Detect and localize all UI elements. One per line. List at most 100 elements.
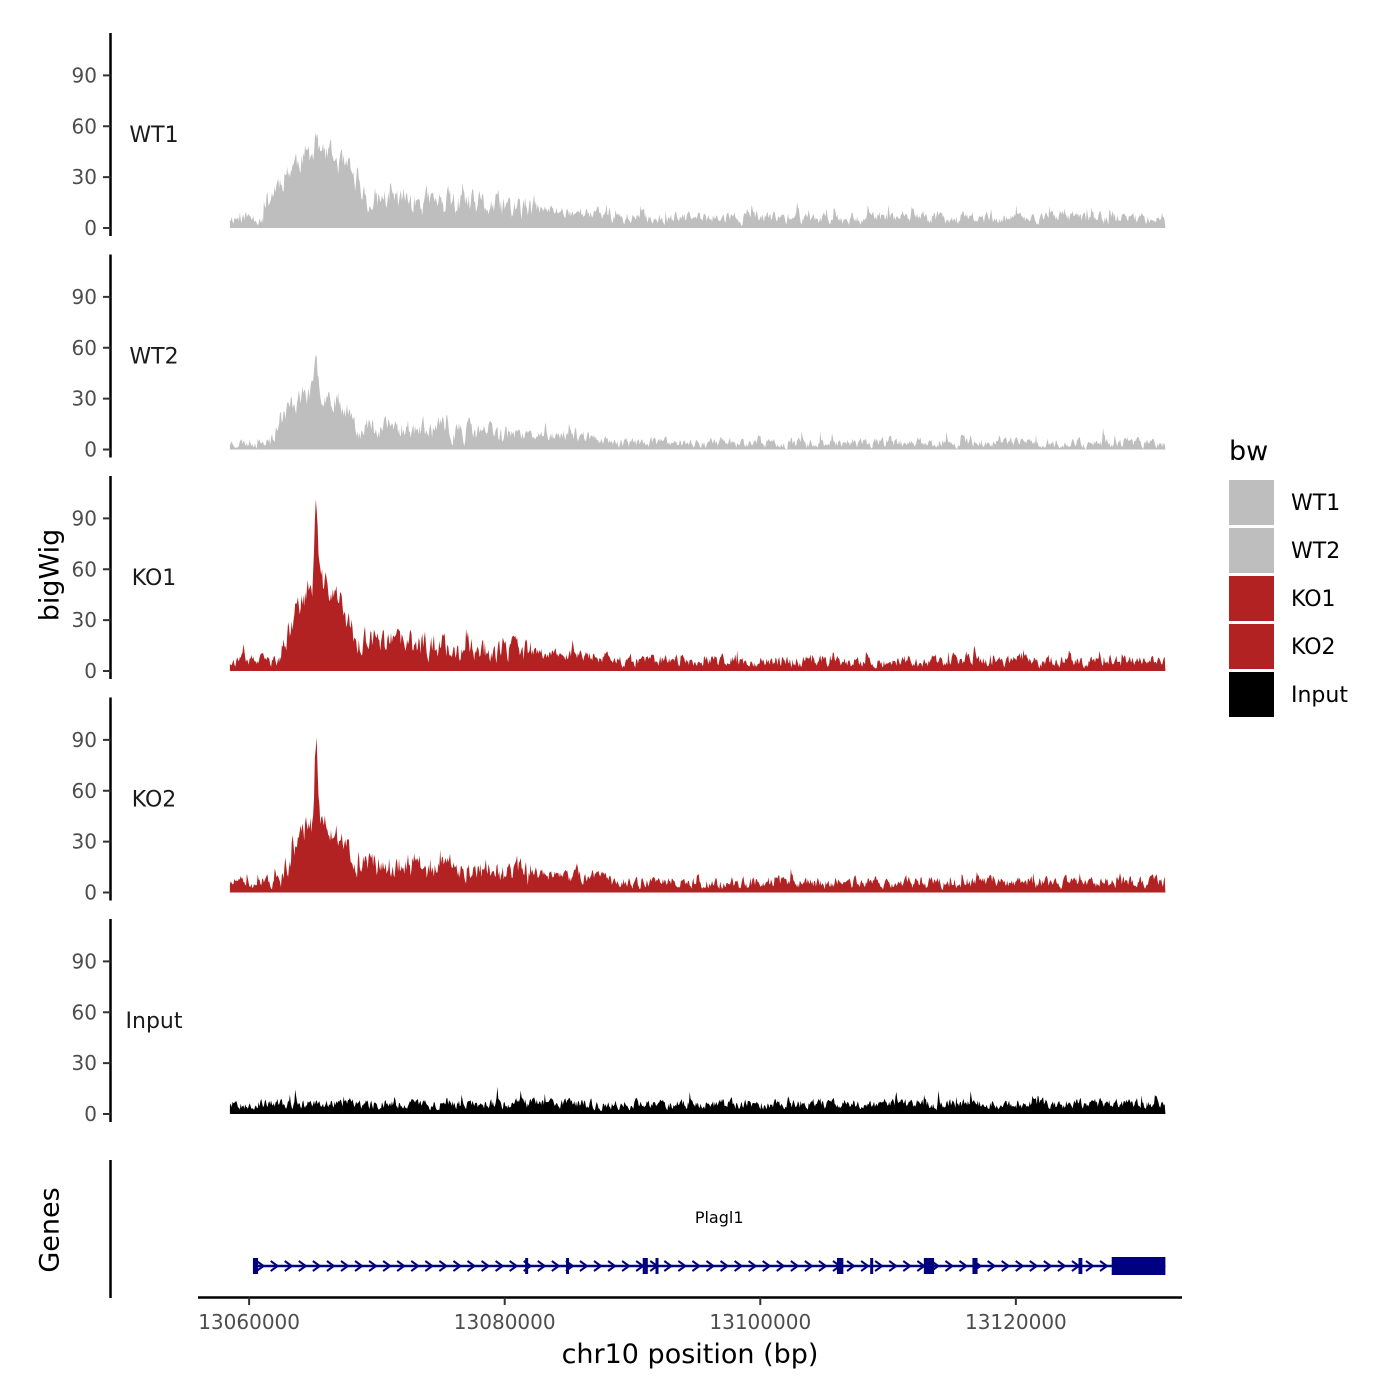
gene-name-label: Plagl1 bbox=[695, 1208, 744, 1227]
y-tick-label: 0 bbox=[84, 881, 97, 905]
strand-arrow bbox=[677, 1260, 688, 1272]
gene-exon bbox=[655, 1258, 659, 1274]
x-tick-label: 13060000 bbox=[198, 1310, 300, 1334]
x-tick-label: 13080000 bbox=[454, 1310, 556, 1334]
gene-exon bbox=[1078, 1258, 1083, 1274]
strand-arrow bbox=[958, 1260, 969, 1272]
strand-arrow bbox=[368, 1260, 378, 1272]
strand-arrow bbox=[663, 1260, 673, 1272]
signal-area-ko1 bbox=[229, 499, 1166, 671]
strand-arrow bbox=[466, 1260, 477, 1272]
legend-swatch-ko2 bbox=[1229, 624, 1274, 669]
signal-area-ko2 bbox=[229, 737, 1166, 893]
x-tick-label: 13120000 bbox=[965, 1310, 1067, 1334]
strand-arrow bbox=[860, 1260, 870, 1272]
x-axis-title: chr10 position (bp) bbox=[562, 1339, 819, 1370]
y-tick-label: 60 bbox=[72, 336, 97, 360]
signal-area-input bbox=[229, 1086, 1166, 1114]
legend-title: bw bbox=[1229, 436, 1268, 467]
y-tick-label: 30 bbox=[72, 387, 97, 411]
y-tick-label: 60 bbox=[72, 779, 97, 803]
strand-arrow bbox=[719, 1260, 730, 1272]
y-tick-label: 90 bbox=[72, 285, 97, 309]
strand-arrow bbox=[1029, 1260, 1039, 1272]
legend-label-wt2: WT2 bbox=[1291, 539, 1340, 564]
strand-arrow bbox=[1085, 1260, 1095, 1272]
strand-arrow bbox=[480, 1260, 491, 1272]
track-label: WT2 bbox=[129, 345, 178, 370]
genes-axis-title: Genes bbox=[35, 1187, 66, 1272]
strand-arrow bbox=[438, 1260, 449, 1272]
strand-arrow bbox=[987, 1260, 997, 1272]
y-tick-label: 30 bbox=[72, 830, 97, 854]
y-tick-label: 90 bbox=[72, 728, 97, 752]
legend-label-wt1: WT1 bbox=[1291, 491, 1340, 516]
strand-arrow bbox=[1043, 1260, 1053, 1272]
gene-exon bbox=[1111, 1257, 1166, 1275]
gene-exon bbox=[923, 1258, 935, 1274]
track-wt2: 0 30 60 90 WT2 bbox=[72, 254, 1166, 462]
legend-swatch-input bbox=[1229, 672, 1274, 717]
legend-label-ko2: KO2 bbox=[1291, 635, 1336, 660]
strand-arrow bbox=[537, 1260, 547, 1272]
legend-swatch-wt2 bbox=[1229, 528, 1274, 573]
strand-arrow bbox=[762, 1260, 772, 1272]
strand-arrow bbox=[818, 1260, 828, 1272]
y-tick-label: 90 bbox=[72, 949, 97, 973]
y-tick-label: 0 bbox=[84, 659, 97, 683]
strand-arrow bbox=[382, 1260, 392, 1272]
legend-label-input: Input bbox=[1291, 683, 1348, 708]
strand-arrow bbox=[495, 1260, 505, 1272]
strand-arrow bbox=[312, 1260, 322, 1272]
strand-arrow bbox=[691, 1260, 702, 1272]
y-tick-label: 0 bbox=[84, 1102, 97, 1126]
strand-arrow bbox=[284, 1260, 294, 1272]
strand-arrow bbox=[354, 1260, 364, 1272]
track-ko1: 0 30 60 90 KO1 bbox=[72, 476, 1166, 683]
strand-arrow bbox=[1057, 1260, 1067, 1272]
gene-exon bbox=[642, 1258, 648, 1274]
y-tick-label: 0 bbox=[84, 216, 97, 240]
strand-arrow bbox=[396, 1260, 406, 1272]
track-label: WT1 bbox=[129, 123, 178, 148]
gene-exon bbox=[252, 1258, 259, 1274]
gene-exon bbox=[836, 1258, 844, 1274]
track-wt1: 0 30 60 90 WT1 bbox=[72, 33, 1166, 240]
y-tick-label: 30 bbox=[72, 165, 97, 189]
track-label: KO2 bbox=[132, 788, 177, 813]
y-tick-label: 60 bbox=[72, 557, 97, 581]
y-tick-label: 30 bbox=[72, 608, 97, 632]
gene-exon bbox=[972, 1258, 978, 1274]
strand-arrow bbox=[270, 1260, 280, 1272]
x-tick-label: 13100000 bbox=[709, 1310, 811, 1334]
strand-arrow bbox=[621, 1260, 631, 1272]
legend-swatch-ko1 bbox=[1229, 576, 1274, 621]
y-tick-label: 30 bbox=[72, 1051, 97, 1075]
strand-arrow bbox=[846, 1260, 856, 1272]
strand-arrow bbox=[1015, 1260, 1025, 1272]
strand-arrow bbox=[902, 1260, 912, 1272]
strand-arrow bbox=[1001, 1260, 1011, 1272]
x-axis: 13060000 13080000 13100000 13120000 bbox=[198, 1296, 1182, 1334]
y-tick-label: 60 bbox=[72, 1000, 97, 1024]
track-label: KO1 bbox=[132, 566, 177, 591]
strand-arrow bbox=[340, 1260, 350, 1272]
strand-arrow bbox=[452, 1260, 463, 1272]
strand-arrow bbox=[733, 1260, 744, 1272]
gene-exon bbox=[870, 1258, 874, 1274]
strand-arrow bbox=[874, 1260, 884, 1272]
strand-arrow bbox=[705, 1260, 716, 1272]
y-tick-label: 90 bbox=[72, 506, 97, 530]
strand-arrow bbox=[298, 1260, 308, 1272]
gene-exon bbox=[525, 1258, 529, 1274]
strand-arrow bbox=[424, 1260, 435, 1272]
y-axis-title: bigWig bbox=[35, 529, 66, 622]
track-input: 0 30 60 90 Input bbox=[72, 919, 1166, 1126]
signal-tracks: 0 30 60 90 WT1 0 30 60 90 WT2 0 30 60 90 KO1 0 30 60 90 KO2… bbox=[72, 33, 1166, 1126]
strand-arrow bbox=[410, 1260, 420, 1272]
signal-area-wt2 bbox=[229, 355, 1166, 450]
strand-arrow bbox=[748, 1260, 758, 1272]
legend-label-ko1: KO1 bbox=[1291, 587, 1336, 612]
strand-arrow bbox=[1099, 1260, 1109, 1272]
